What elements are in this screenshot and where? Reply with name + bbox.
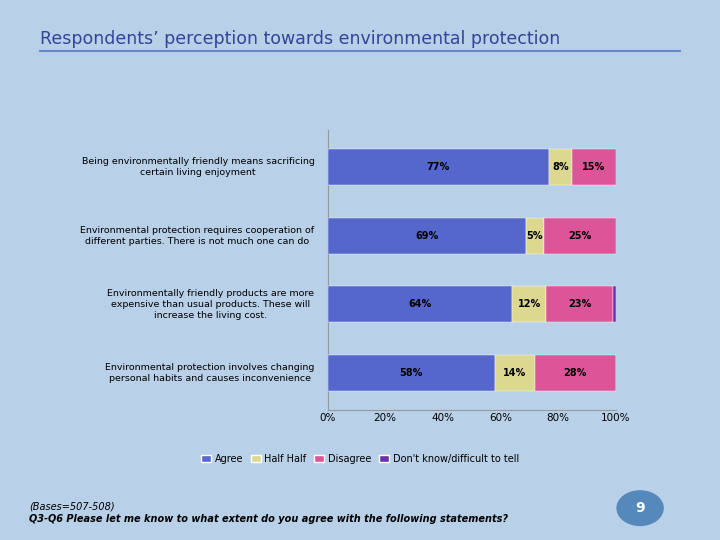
Text: (Base=507): (Base=507) [0,539,1,540]
Bar [549,150,572,185]
Circle shape [617,491,663,525]
Text: 5%: 5% [527,231,543,241]
Text: (Base=508): (Base=508) [0,539,1,540]
Text: 23%: 23% [568,299,591,309]
Text: 77%: 77% [427,162,450,172]
Bar [526,218,544,254]
Text: 9: 9 [635,501,645,515]
Text: (Base=508): (Base=508) [0,539,1,540]
Text: 15%: 15% [582,162,606,172]
Text: 1%: 1% [0,539,1,540]
Text: <1%: <1% [0,539,1,540]
Text: Environmentally friendly products are more
expensive than usual products. These : Environmentally friendly products are mo… [107,289,315,320]
Text: Q3-Q6 Please let me know to what extent do you agree with the following statemen: Q3-Q6 Please let me know to what extent … [29,514,508,524]
Text: 69%: 69% [415,231,438,241]
Text: 25%: 25% [568,231,591,241]
Bar [328,218,526,254]
Text: Respondents’ perception towards environmental protection: Respondents’ perception towards environm… [40,30,560,48]
Bar [328,355,495,390]
Text: (Base=507): (Base=507) [0,539,1,540]
Text: Environmental protection involves changing
personal habits and causes inconvenie: Environmental protection involves changi… [105,363,315,383]
Text: Being environmentally friendly means sacrificing
certain living enjoyment: Being environmentally friendly means sac… [81,157,315,177]
Bar [546,286,613,322]
Legend: Agree, Half Half, Disagree, Don't know/difficult to tell: Agree, Half Half, Disagree, Don't know/d… [197,450,523,468]
Bar [613,286,616,322]
Bar [328,286,512,322]
Bar [328,150,549,185]
Text: 14%: 14% [503,368,526,378]
Text: Environmental protection requires cooperation of
different parties. There is not: Environmental protection requires cooper… [81,226,315,246]
Bar [512,286,546,322]
Text: 28%: 28% [564,368,587,378]
Bar [544,218,616,254]
Text: 8%: 8% [552,162,570,172]
Bar [535,355,616,390]
Text: 58%: 58% [400,368,423,378]
Text: 64%: 64% [408,299,431,309]
Bar [572,150,616,185]
Text: 12%: 12% [518,299,541,309]
Text: (Bases=507-508): (Bases=507-508) [29,501,114,511]
Bar [616,355,618,390]
Bar [495,355,535,390]
